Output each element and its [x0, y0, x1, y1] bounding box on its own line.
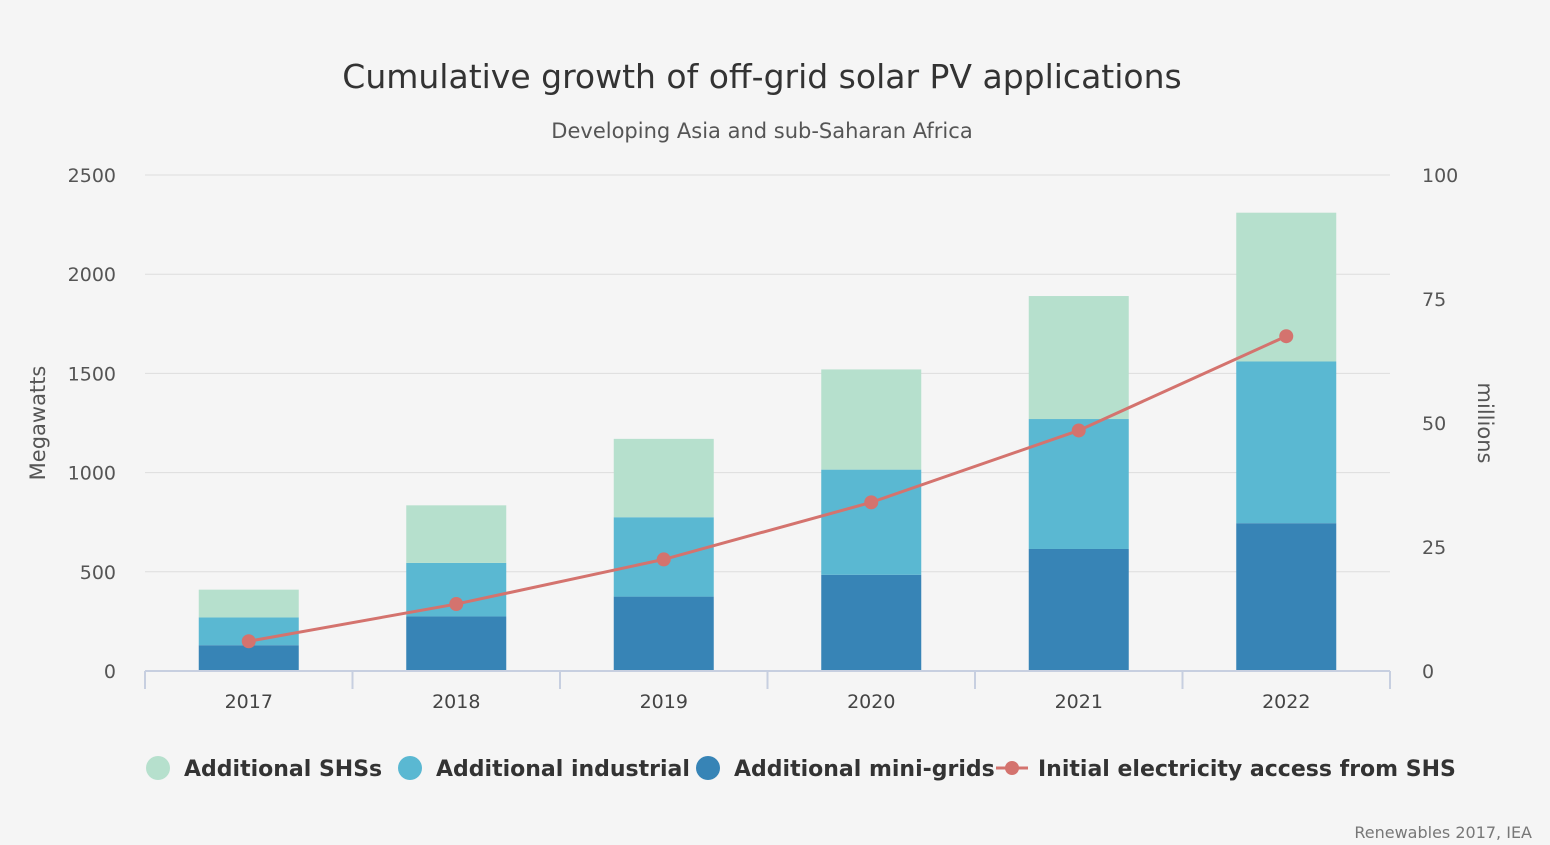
legend-label: Initial electricity access from SHS: [1038, 757, 1456, 782]
y-tick-label: 2500: [68, 165, 116, 187]
chart-subtitle: Developing Asia and sub-Saharan Africa: [551, 119, 972, 143]
legend-swatch: [398, 756, 422, 780]
y2-tick-label: 50: [1422, 413, 1446, 435]
legend-label: Additional SHSs: [184, 757, 382, 782]
bar-segment: [198, 645, 299, 671]
bar-segment: [613, 438, 714, 518]
y-tick-label: 500: [80, 562, 116, 584]
source-credit: Renewables 2017, IEA: [1354, 823, 1532, 842]
x-tick-label: 2020: [847, 691, 895, 713]
y-tick-label: 1500: [68, 363, 116, 385]
bar-segment: [198, 589, 299, 618]
y-tick-label: 2000: [68, 264, 116, 286]
x-tick-label: 2019: [640, 691, 688, 713]
y2-tick-label: 0: [1422, 661, 1434, 683]
bar-segment: [1028, 548, 1129, 671]
x-tick-label: 2018: [432, 691, 480, 713]
bar-segment: [1236, 523, 1337, 671]
legend-swatch: [146, 756, 170, 780]
bar-segment: [821, 369, 922, 470]
legend-label: Additional mini-grids: [734, 757, 995, 782]
bar-segment: [821, 469, 922, 575]
bar-segment: [406, 616, 507, 671]
y-axis-title: Megawatts: [26, 366, 50, 481]
legend-line-marker: [1005, 761, 1019, 775]
bar-segment: [1028, 419, 1129, 549]
x-tick-label: 2022: [1262, 691, 1310, 713]
chart-title: Cumulative growth of off-grid solar PV a…: [342, 57, 1181, 96]
bar-segment: [1028, 296, 1129, 420]
y2-axis-title: millions: [1473, 383, 1497, 464]
y-tick-label: 0: [104, 661, 116, 683]
line-series: [248, 334, 1287, 643]
line-point: [1071, 423, 1086, 438]
line-point: [656, 552, 671, 567]
line-point: [1279, 329, 1294, 344]
bar-segment: [406, 505, 507, 563]
x-tick-label: 2017: [225, 691, 273, 713]
line-point: [241, 634, 256, 649]
y2-tick-label: 75: [1422, 289, 1446, 311]
bar-segment: [821, 574, 922, 671]
y-tick-label: 1000: [68, 463, 116, 485]
y2-tick-label: 25: [1422, 537, 1446, 559]
x-tick-label: 2021: [1055, 691, 1103, 713]
bar-segment: [1236, 361, 1337, 524]
line-point: [449, 597, 464, 612]
legend-swatch: [696, 756, 720, 780]
line-point: [864, 495, 879, 510]
bar-segment: [613, 596, 714, 671]
legend-label: Additional industrial: [436, 757, 690, 782]
y2-tick-label: 100: [1422, 165, 1458, 187]
